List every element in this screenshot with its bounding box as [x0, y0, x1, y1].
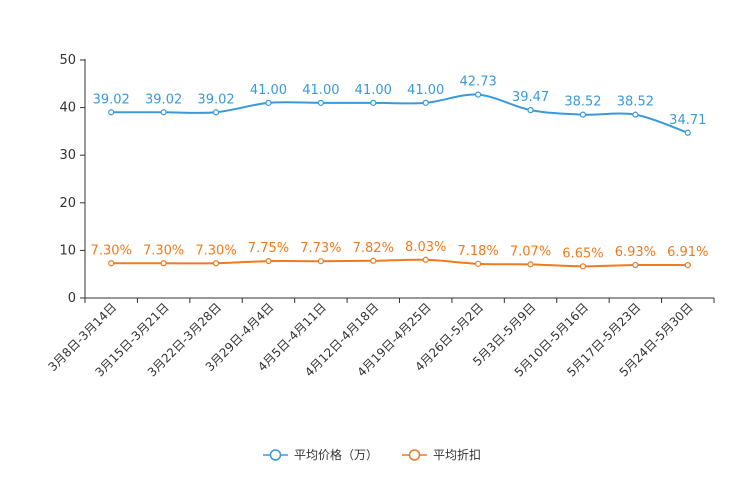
data-label: 34.71 [669, 113, 706, 128]
data-label: 7.30% [91, 243, 132, 258]
data-point[interactable] [212, 260, 220, 267]
data-label: 42.73 [460, 75, 497, 90]
data-point[interactable] [160, 260, 167, 267]
data-point[interactable] [108, 260, 115, 267]
data-label: 39.02 [93, 92, 130, 107]
data-label: 7.07% [510, 244, 551, 259]
y-tick-label: 40 [59, 101, 76, 116]
data-label: 41.00 [250, 83, 287, 98]
y-tick-label: 30 [59, 148, 76, 163]
legend-circle-icon [269, 449, 282, 461]
data-label: 39.02 [145, 92, 182, 107]
series-line-2 [111, 258, 688, 268]
data-label: 7.30% [143, 243, 184, 258]
data-point[interactable] [370, 99, 377, 106]
data-point[interactable] [527, 261, 534, 268]
legend[interactable]: 平均价格（万） 平均折扣 [262, 447, 481, 462]
data-label: 7.82% [353, 241, 394, 256]
data-label: 41.00 [355, 83, 392, 98]
data-point[interactable] [684, 262, 691, 269]
data-point[interactable] [317, 258, 324, 265]
y-tick-label: 50 [59, 53, 76, 68]
data-point[interactable] [632, 261, 639, 269]
data-point[interactable] [684, 129, 691, 136]
data-labels: 39.02 39.02 39.02 41.00 41.00 41.00 41.00 42.73… [91, 75, 709, 262]
legend-item-1[interactable]: 平均价格（万） [262, 447, 378, 462]
data-label: 7.18% [457, 244, 498, 259]
series-lines [108, 91, 691, 270]
data-label: 6.93% [615, 245, 656, 260]
data-label: 6.65% [562, 246, 603, 261]
y-axis-ticks: 0 10 20 30 40 50 [59, 53, 85, 306]
data-point[interactable] [265, 99, 272, 106]
data-point[interactable] [265, 258, 272, 265]
legend-circle-icon [408, 449, 421, 461]
data-label: 39.02 [197, 92, 234, 107]
data-label: 7.75% [248, 241, 289, 256]
data-label: 38.52 [617, 95, 654, 110]
data-point[interactable] [422, 256, 429, 263]
legend-label: 平均价格（万） [294, 447, 378, 462]
y-tick-label: 10 [59, 243, 76, 258]
x-axis-tick-labels: 3月8日-3月14日3月15日-3月21日3月22日-3月28日3月29日-4月… [45, 298, 715, 380]
data-label: 7.30% [195, 243, 236, 258]
data-point[interactable] [160, 109, 167, 116]
data-label: 41.00 [302, 83, 339, 98]
data-point[interactable] [475, 91, 482, 98]
legend-item-2[interactable]: 平均折扣 [402, 447, 481, 462]
data-label: 6.91% [667, 245, 708, 260]
data-point[interactable] [317, 99, 324, 106]
data-point[interactable] [370, 257, 377, 264]
data-label: 8.03% [405, 240, 446, 255]
data-point[interactable] [422, 99, 429, 106]
y-tick-label: 20 [59, 196, 76, 211]
data-point[interactable] [212, 109, 220, 116]
y-tick-label: 0 [68, 291, 76, 306]
data-point[interactable] [527, 107, 534, 114]
series-line-1 [111, 93, 689, 134]
data-point[interactable] [108, 109, 115, 116]
data-label: 39.47 [512, 90, 549, 105]
data-point[interactable] [632, 111, 639, 118]
data-point[interactable] [579, 263, 587, 270]
legend-label: 平均折扣 [433, 447, 481, 462]
data-label: 38.52 [564, 95, 601, 110]
data-label: 7.73% [300, 241, 341, 256]
data-point[interactable] [579, 111, 587, 118]
data-point[interactable] [475, 260, 482, 267]
data-label: 41.00 [407, 83, 444, 98]
